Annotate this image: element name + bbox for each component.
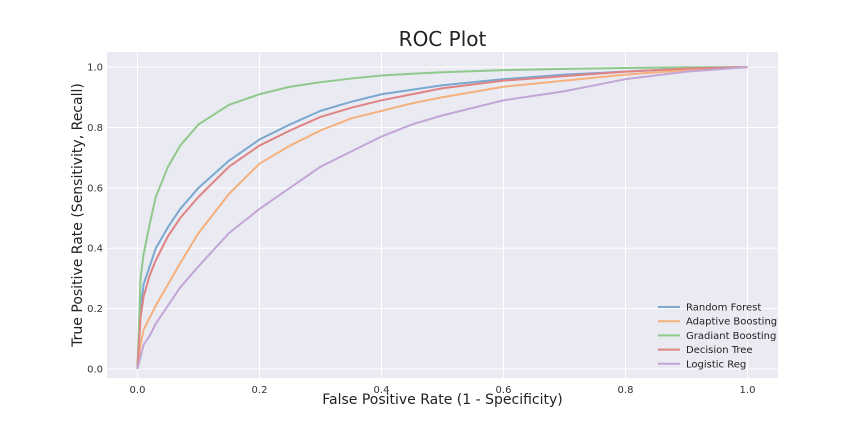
x-tick-label: 0.8 bbox=[618, 385, 634, 396]
legend-label: Random Forest bbox=[686, 303, 761, 314]
grid-lines bbox=[107, 52, 778, 378]
series-lines bbox=[136, 66, 748, 370]
x-tick-label: 0.2 bbox=[252, 385, 268, 396]
legend-label: Gradiant Boosting bbox=[686, 331, 776, 342]
series-line-random-forest bbox=[136, 66, 748, 369]
y-tick-label: 1.0 bbox=[87, 63, 103, 74]
x-tick-labels: 0.0 0.2 0.4 0.6 0.8 1.0 bbox=[130, 385, 756, 396]
y-tick-labels: 0.0 0.2 0.4 0.6 0.8 1.0 bbox=[87, 63, 103, 376]
series-line-decision-tree bbox=[136, 66, 748, 369]
y-tick-label: 0.8 bbox=[87, 123, 103, 134]
y-tick-label: 0.4 bbox=[87, 244, 103, 255]
x-tick-label: 0.4 bbox=[374, 385, 390, 396]
x-tick-label: 0.0 bbox=[130, 385, 146, 396]
x-tick-label: 0.6 bbox=[496, 385, 512, 396]
legend-label: Decision Tree bbox=[686, 345, 753, 356]
plot-background bbox=[107, 52, 778, 378]
y-tick-label: 0.0 bbox=[87, 364, 103, 375]
y-tick-label: 0.2 bbox=[87, 304, 103, 315]
y-axis-label: True Positive Rate (Sensitivity, Recall) bbox=[70, 83, 86, 348]
series-line-adaptive-boosting bbox=[136, 66, 748, 370]
legend-label: Adaptive Boosting bbox=[686, 317, 777, 328]
series-line-gradiant-boosting bbox=[136, 66, 748, 369]
legend-label: Logistic Reg bbox=[686, 359, 746, 370]
x-tick-label: 1.0 bbox=[740, 385, 756, 396]
chart-title: ROC Plot bbox=[399, 27, 487, 51]
y-tick-label: 0.6 bbox=[87, 183, 103, 194]
series-line-logistic-reg bbox=[136, 66, 748, 370]
legend: Random Forest Adaptive Boosting Gradiant B… bbox=[658, 303, 777, 370]
x-axis-label: False Positive Rate (1 - Specificity) bbox=[322, 392, 563, 408]
